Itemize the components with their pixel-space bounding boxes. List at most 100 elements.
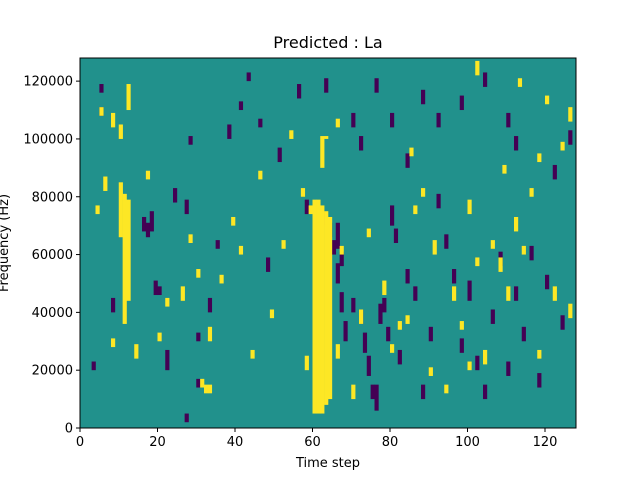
low-cell-run [91,361,96,371]
low-cell-run [111,297,116,313]
high-cell-run [335,344,340,359]
high-cell-run [421,188,426,197]
high-cell-run [552,286,557,301]
x-axis-label: Time step [295,456,360,471]
high-cell-run [390,344,395,353]
y-tick-label: 80000 [32,190,73,205]
low-cell-run [165,349,170,371]
y-tick-label: 20000 [32,364,73,379]
high-cell-run [475,257,480,267]
high-cell-run [339,245,344,255]
low-cell-run [405,153,410,168]
low-cell-run [297,84,302,99]
high-cell-run [545,95,550,105]
low-cell-run [514,136,519,151]
low-cell-run [483,72,488,87]
high-cell-run [316,199,321,414]
high-cell-run [95,205,100,215]
high-cell-run [188,234,193,243]
high-cell-run [475,60,480,76]
low-cell-run [459,95,464,111]
x-axis: 0 20 40 60 80 100 120 [76,428,558,450]
high-cell-run [118,182,123,238]
y-axis: 0 20000 40000 60000 80000 100000 120000 [23,75,80,437]
high-cell-run [157,332,162,342]
low-cell-run [335,263,340,284]
low-cell-run [397,349,402,365]
low-cell-run [343,321,348,342]
high-cell-run [180,286,185,301]
low-cell-run [246,72,251,82]
high-cell-run [351,384,356,400]
low-cell-run [506,112,511,128]
low-cell-run [339,292,344,313]
high-cell-run [304,355,309,371]
low-cell-run [421,89,426,105]
high-cell-run [568,303,573,319]
high-cell-run [320,205,325,414]
low-cell-run [153,280,158,296]
low-cell-run [370,384,375,400]
high-cell-run [320,136,325,168]
low-cell-run [444,234,449,249]
high-cell-run [529,188,534,197]
low-cell-run [552,164,557,180]
high-cell-run [103,176,108,191]
high-cell-run [514,216,519,232]
low-cell-run [405,269,410,284]
x-tick-label: 100 [455,435,480,450]
high-cell-run [250,349,255,359]
low-cell-run [459,338,464,353]
low-cell-run [366,355,371,376]
low-cell-run [215,240,220,249]
low-cell-run [339,251,344,267]
low-cell-run [390,112,395,128]
high-cell-run [490,240,495,249]
high-cell-run [483,349,488,365]
high-cell-run [126,199,131,301]
high-cell-run [111,112,116,128]
low-cell-run [238,101,244,111]
high-cell-run [502,164,507,174]
high-cell-run [312,199,317,414]
low-cell-run [386,326,391,342]
low-cell-run [362,332,368,353]
low-cell-run [490,309,495,324]
high-cell-run [444,384,449,394]
x-tick-label: 80 [382,435,399,450]
low-cell-run [475,355,480,371]
high-cell-run [428,367,433,376]
high-cell-run [405,315,410,324]
high-cell-run [207,326,213,342]
high-cell-run [537,153,542,163]
low-cell-run [196,378,201,388]
high-cell-run [118,124,123,139]
low-cell-run [413,286,418,301]
low-cell-run [560,315,565,330]
low-cell-run [521,326,526,342]
x-tick-label: 120 [533,435,558,450]
low-cell-run [324,78,329,93]
high-cell-run [145,170,151,180]
high-cell-run [238,245,244,255]
low-cell-run [483,384,488,400]
low-cell-run [227,124,232,139]
low-cell-run [335,222,340,249]
low-cell-run [506,361,511,376]
high-cell-run [413,205,418,215]
high-cell-run [196,269,201,278]
low-cell-run [149,211,154,232]
high-cell-run [200,378,205,388]
low-cell-run [173,188,178,203]
high-cell-run [219,274,224,284]
low-cell-run [277,147,282,163]
high-cell-run [269,309,275,319]
low-cell-run [258,118,263,128]
high-cell-run [308,205,313,215]
plot-frame [79,57,577,429]
high-cell-run [99,107,104,116]
low-cell-run [184,199,189,215]
low-cell-run [157,286,162,296]
high-cell-run [452,286,457,301]
low-cell-run [351,112,356,128]
